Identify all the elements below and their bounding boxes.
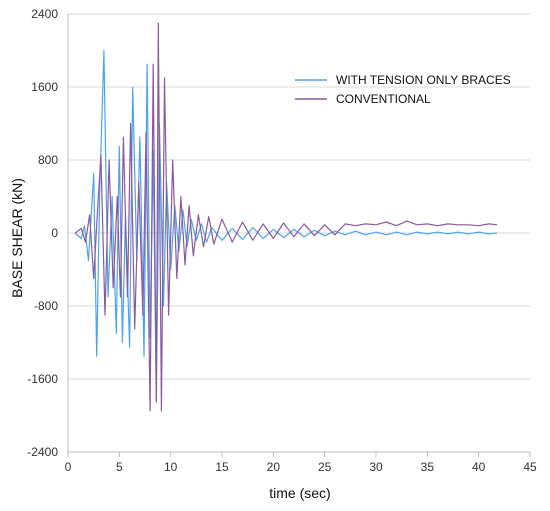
y-tick-label: 800 (38, 153, 58, 167)
x-tick-label: 0 (65, 460, 72, 474)
x-tick-label: 45 (523, 460, 537, 474)
x-tick-label: 20 (267, 460, 281, 474)
gridlines (68, 13, 530, 380)
series-line-2 (74, 22, 498, 412)
x-tick-label: 10 (164, 460, 178, 474)
y-tick-label: -1600 (27, 372, 58, 386)
y-tick-label: 0 (51, 226, 58, 240)
legend: WITH TENSION ONLY BRACES CONVENTIONAL (295, 73, 511, 106)
series-layer (74, 22, 498, 412)
x-tick-label: 5 (116, 460, 123, 474)
x-tick-label: 15 (215, 460, 229, 474)
y-tick-label: -2400 (27, 445, 58, 459)
axes (67, 14, 531, 457)
y-tick-label: 2400 (31, 7, 58, 21)
x-tick-label: 40 (472, 460, 486, 474)
x-tick-label: 30 (369, 460, 383, 474)
y-tick-label: 1600 (31, 80, 58, 94)
series-line-1 (74, 49, 498, 403)
y-tick-label: -800 (34, 299, 58, 313)
y-tick-labels: -2400 -1600 -800 0 800 1600 2400 (27, 7, 58, 459)
legend-label-1: WITH TENSION ONLY BRACES (336, 73, 511, 87)
x-axis-title: time (sec) (269, 485, 330, 501)
x-tick-labels: 0 5 10 15 20 25 30 35 40 45 (65, 460, 537, 474)
legend-label-2: CONVENTIONAL (336, 92, 431, 106)
x-tick-label: 25 (318, 460, 332, 474)
y-axis-title: BASE SHEAR (kN) (9, 178, 25, 298)
x-tick-label: 35 (421, 460, 435, 474)
